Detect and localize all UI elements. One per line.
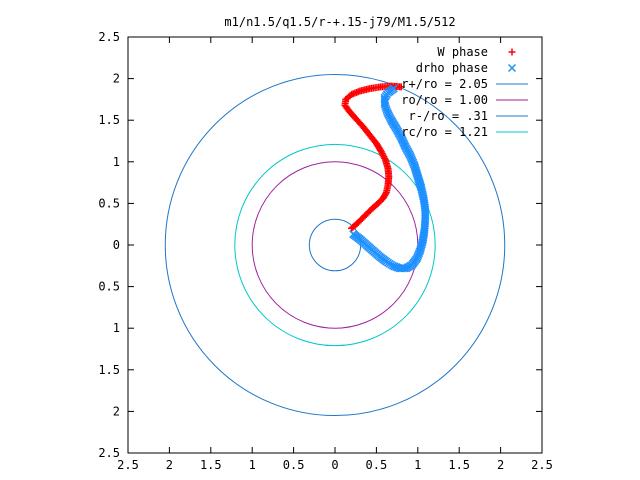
series-layer	[164, 73, 506, 417]
y-tick-label-10: 2.5	[98, 30, 120, 44]
x-tick-label-7: 1	[414, 458, 421, 472]
x-tick-label-8: 1.5	[448, 458, 470, 472]
y-tick-label-5: 0	[113, 238, 120, 252]
legend-label-3: ro/ro = 1.00	[401, 93, 488, 107]
legend-label-4: r-/ro = .31	[409, 109, 488, 123]
x-tick-label-5: 0	[331, 458, 338, 472]
legend-label-2: r+/ro = 2.05	[401, 77, 488, 91]
x-tick-label-6: 0.5	[366, 458, 388, 472]
legend-label-1: drho phase	[416, 61, 488, 75]
chart-title: m1/n1.5/q1.5/r-+.15-j79/M1.5/512	[224, 15, 455, 29]
trace-mark-1-17-5-d2	[414, 175, 423, 184]
y-tick-label-2: 1.5	[98, 363, 120, 377]
trace-mark-1-18-5-d2	[411, 165, 420, 174]
data-point-1-25-d2	[383, 107, 392, 116]
trace-mark-1-18-1-d2	[413, 171, 422, 180]
circle-series-5	[234, 143, 436, 347]
data-point-0-24	[397, 83, 405, 91]
x-tick-label-1: 2	[166, 458, 173, 472]
x-tick-label-9: 2	[497, 458, 504, 472]
y-tick-label-0: 2.5	[98, 446, 120, 460]
y-tick-label-9: 2	[113, 72, 120, 86]
circle-series-2	[164, 73, 506, 417]
trace-mark-1-18-2-d2	[412, 169, 421, 178]
trace-mark-1-17-1-d2	[416, 182, 425, 191]
trace-mark-1-26-2-d2	[380, 97, 389, 106]
data-point-1-17-d2	[417, 183, 426, 192]
trace-mark-1-18-3-d2	[412, 168, 421, 177]
y-tick-label-8: 1.5	[98, 113, 120, 127]
x-tick-label-4: 0.5	[283, 458, 305, 472]
trace-mark-1-25-1-d2	[382, 105, 391, 115]
y-tick-label-6: 0.5	[98, 196, 120, 210]
data-point-1-29	[389, 84, 398, 93]
x-tick-label-3: 1	[249, 458, 256, 472]
x-tick-label-0: 2.5	[117, 458, 139, 472]
data-point-1-29-d2	[389, 84, 398, 93]
trace-mark-1-16-5-d2	[417, 185, 426, 194]
legend-swatch-1-d2	[507, 63, 517, 73]
y-tick-label-3: 1	[113, 321, 120, 335]
trace-mark-0-5-3	[382, 190, 390, 198]
trace-mark-1-18-4-d2	[411, 166, 420, 175]
axis-ticks: 2.5 2 1.5 1 0.5 0 0.5 1 1.5 2 2.52.521.510.500.511…	[98, 30, 553, 472]
y-tick-label-4: 0.5	[98, 280, 120, 294]
point-series-1	[349, 84, 430, 273]
legend-swatch-0	[508, 48, 516, 56]
y-tick-label-7: 1	[113, 155, 120, 169]
trace-mark-1-17-4-d2	[415, 177, 424, 186]
trace-mark-1-17-3-d2	[415, 178, 424, 187]
point-series-0	[341, 82, 405, 232]
x-tick-label-10: 2.5	[531, 458, 553, 472]
trace-mark-1-18-6-d2	[410, 163, 419, 172]
x-tick-label-2: 1.5	[200, 458, 222, 472]
legend: W phase drho phase r+/ro = 2.05 ro/ro = 1.0…	[401, 45, 528, 139]
legend-swatch-1	[507, 63, 517, 73]
y-tick-label-1: 2	[113, 404, 120, 418]
legend-label-0: W phase	[437, 45, 488, 59]
data-point-1-18-d2	[413, 172, 422, 181]
trace-mark-1-17-6-d2	[414, 174, 423, 183]
circle-series-3	[251, 161, 419, 329]
legend-label-5: rc/ro = 1.21	[401, 125, 488, 139]
trace-mark-1-17-2-d2	[416, 180, 425, 189]
